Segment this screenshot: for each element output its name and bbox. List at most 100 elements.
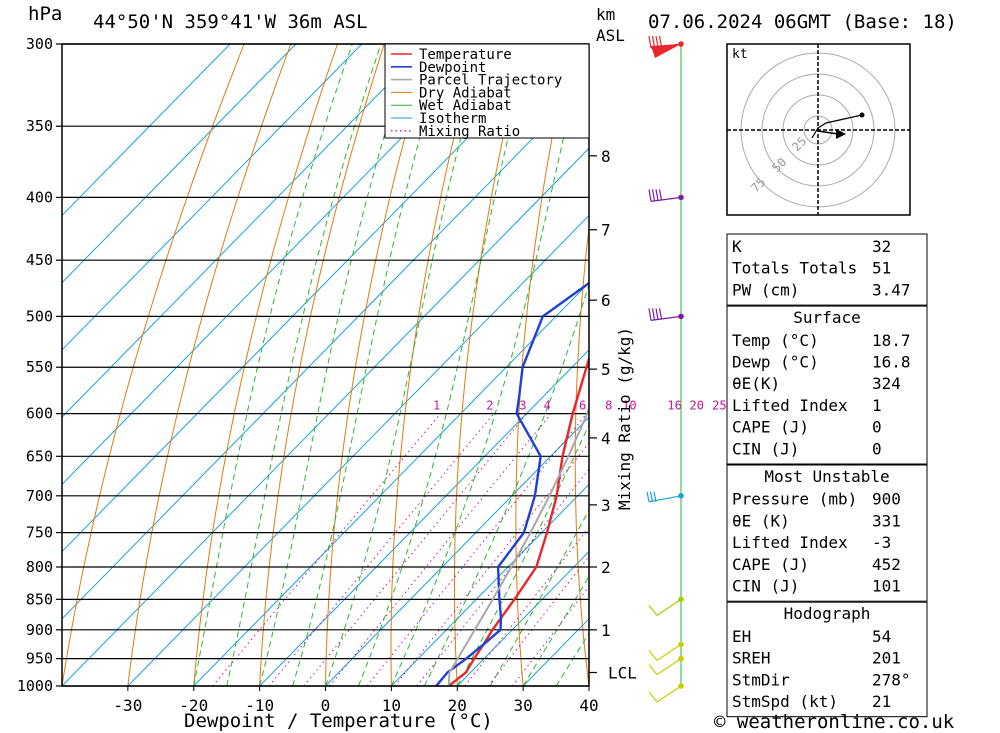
dry-adiabat-line [259, 44, 385, 686]
table-label: StmDir [732, 670, 790, 689]
x-tick-label: 30 [513, 696, 532, 715]
mixing-ratio-label: 10 [622, 399, 636, 413]
dry-adiabat-line [689, 44, 721, 686]
wind-barb-flag [649, 491, 654, 502]
isotherm-line [62, 44, 429, 418]
wind-barb-shaft [648, 495, 682, 503]
table-label: Lifted Index [732, 396, 848, 415]
isotherm-line [391, 483, 589, 686]
x-tick-label: -10 [245, 696, 274, 715]
wind-barb-flag [648, 604, 658, 616]
mixing-ratio-label: 8 [605, 399, 612, 413]
isotherm-line [193, 281, 589, 686]
pressure-label: 500 [26, 307, 53, 325]
isotherm-line [62, 147, 589, 686]
pressure-label: 400 [26, 188, 53, 206]
table-value: 51 [872, 259, 891, 278]
wind-barb-flag [658, 189, 663, 201]
wet-adiabat-line [259, 44, 413, 686]
wind-barb-flag [648, 189, 652, 202]
legend-label: Mixing Ratio [419, 124, 520, 140]
pressure-label: 350 [26, 117, 53, 135]
wind-barb-shaft [650, 315, 682, 321]
table-label: Lifted Index [732, 533, 848, 552]
isotherm-line [259, 349, 589, 686]
table-value: 101 [872, 577, 901, 596]
height-label: 3 [601, 496, 611, 515]
wind-barb-flag [651, 35, 656, 48]
legend-label: Wet Adiabat [419, 98, 512, 114]
dry-adiabat-line [991, 44, 1000, 686]
table-label: Totals Totals [732, 259, 857, 278]
table-label: CIN (J) [732, 577, 799, 596]
wet-adiabat-line [226, 44, 382, 686]
x-tick-label: 40 [579, 696, 598, 715]
wind-barb-flag [648, 650, 658, 661]
temperature-axis: -30 -20 -10 0 10 20 30 40 [113, 686, 599, 715]
table-value: 32 [872, 237, 891, 256]
wind-barb-shaft [656, 685, 682, 703]
height-label: 7 [601, 221, 611, 240]
pressure-label: 950 [26, 650, 53, 668]
height-label: 6 [601, 291, 611, 310]
mixing-ratio-line [268, 413, 495, 686]
dewpoint-line [435, 281, 589, 686]
date-title: 07.06.2024 06GMT (Base: 18) [648, 11, 957, 33]
pressure-label: 900 [26, 621, 53, 639]
table-label: Dewp (°C) [732, 353, 819, 372]
wind-barb-flag [648, 691, 658, 703]
wet-adiabat-line [456, 423, 589, 686]
mixing-ratio-label: 3 [519, 399, 526, 413]
legend-label: Dewpoint [419, 60, 486, 76]
mixing-ratio-line [329, 413, 552, 686]
mixing-ratio-axis-title: Mixing Ratio (g/kg) [615, 327, 634, 510]
storm-motion-vector [817, 130, 839, 135]
dry-adiabat-line [193, 44, 338, 686]
isotherm-line [62, 44, 494, 486]
height-label: 8 [601, 147, 611, 166]
wind-barb-flag [648, 308, 652, 321]
table-value: 900 [872, 490, 901, 509]
table-label: StmSpd (kt) [732, 692, 838, 711]
table-value: 0 [872, 418, 882, 437]
hodograph-unit: kt [732, 47, 748, 62]
x-tick-label: -30 [113, 696, 142, 715]
legend-box [384, 43, 590, 139]
mixing-ratio-label: 25 [712, 399, 726, 413]
profiles [435, 281, 589, 686]
legend-label: Dry Adiabat [419, 85, 512, 101]
mixing-ratio-label: 1 [433, 399, 440, 413]
x-tick-label: 10 [382, 696, 401, 715]
table-value: -3 [872, 533, 891, 552]
table-value: 18.7 [872, 331, 911, 350]
table-value: 452 [872, 555, 901, 574]
table-value: 1 [872, 396, 882, 415]
wind-barb-flag [648, 664, 658, 676]
wind-barb-flag [653, 491, 657, 502]
wet-adiabat-line [357, 44, 532, 686]
table-value: 3.47 [872, 280, 911, 299]
wind-profile [646, 35, 684, 703]
table-value: 0 [872, 439, 882, 458]
x-tick-label: -20 [179, 696, 208, 715]
isotherm-line [62, 44, 231, 217]
wet-adiabat-line [390, 44, 586, 686]
wind-barb-pennant [651, 44, 681, 58]
table-label: Temp (°C) [732, 331, 819, 350]
wind-barb-flag [655, 189, 659, 201]
table-value: 201 [872, 649, 901, 668]
table-value: 331 [872, 511, 901, 530]
isotherm-line [62, 80, 589, 620]
wind-barb-flag [655, 35, 659, 48]
table-value: 16.8 [872, 353, 911, 372]
wind-barb-flag [658, 308, 663, 320]
wet-adiabat-line [193, 44, 353, 686]
table-label: θE (K) [732, 511, 790, 530]
pressure-label: 550 [26, 358, 53, 376]
pressure-label: 850 [26, 590, 53, 608]
height-axis: 1 2 3 4 5 6 7 8 LCL [589, 147, 637, 682]
table-label: θE(K) [732, 374, 780, 393]
isotherm-line [62, 44, 297, 284]
